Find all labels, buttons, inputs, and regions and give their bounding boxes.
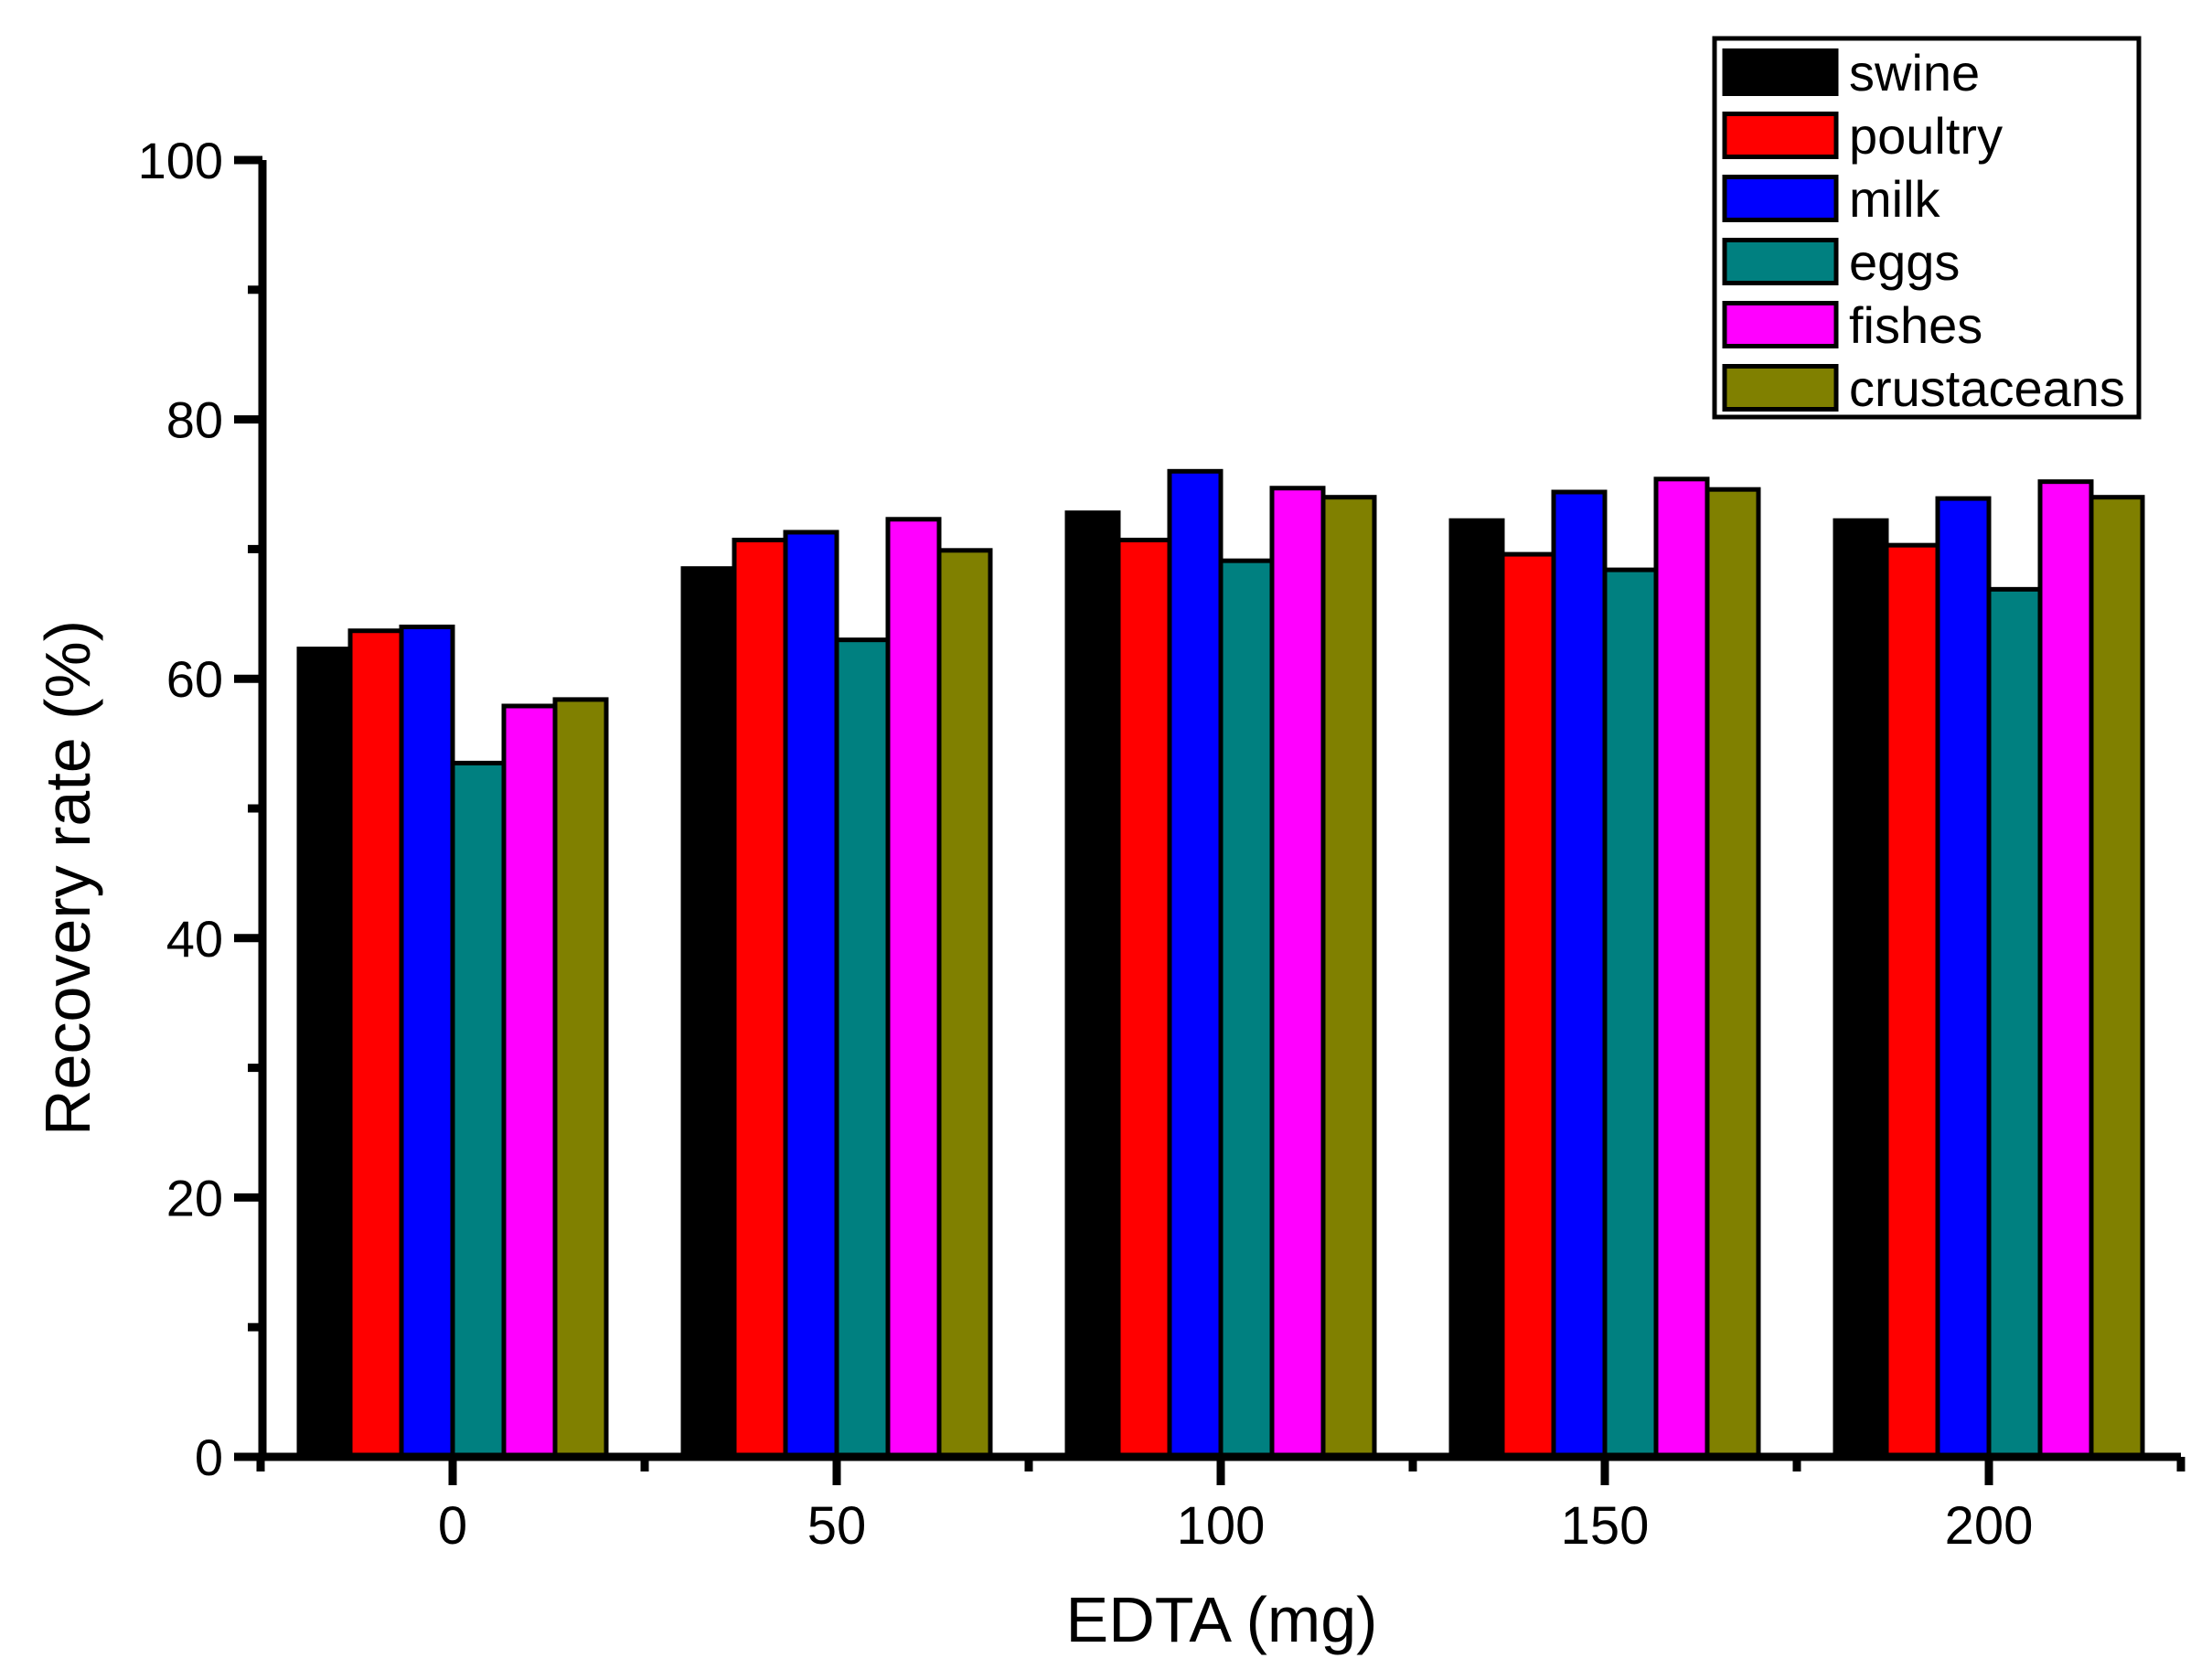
bar-crustaceans-100 [1320,495,1377,1460]
bar-poultry-150 [1500,551,1556,1460]
bar-fishes-0 [501,703,558,1460]
bar-eggs-0 [450,760,507,1460]
y-axis-title: Recovery rate (%) [32,620,103,1136]
bar-milk-0 [399,624,455,1460]
bar-fishes-200 [2037,479,2094,1460]
bar-fishes-150 [1653,476,1710,1460]
axes-layer [234,155,2185,1485]
legend-swatch-eggs [1722,238,1839,285]
bar-poultry-50 [732,537,788,1460]
tick-labels-layer: 0 20 40 60 80 100 0 50 100 150 200 [138,132,2034,1556]
y-tick-label-60: 60 [166,650,223,708]
bar-crustaceans-150 [1704,487,1761,1460]
bar-poultry-200 [1884,542,1940,1460]
bar-swine-200 [1833,518,1889,1460]
x-axis-title: EDTA (mg) [1066,1584,1378,1655]
x-tick-label-150: 150 [1561,1496,1650,1556]
bar-eggs-200 [1986,586,2043,1460]
bar-fishes-50 [885,517,942,1460]
y-tick-label-80: 80 [166,391,223,449]
y-tick-label-100: 100 [138,132,223,189]
bar-eggs-50 [834,637,891,1460]
legend-swatch-poultry [1722,112,1839,159]
bar-poultry-0 [347,628,404,1460]
bar-swine-150 [1448,518,1505,1460]
x-tick-label-200: 200 [1945,1496,2034,1556]
legend-swatch-fishes [1722,301,1839,348]
bar-milk-150 [1551,489,1608,1460]
x-tick-label-50: 50 [807,1496,867,1556]
legend-box [1712,36,2142,420]
bar-swine-100 [1064,510,1121,1460]
x-tick-label-0: 0 [438,1496,467,1556]
y-tick-label-0: 0 [195,1429,223,1486]
legend-label-eggs: eggs [1849,233,1960,291]
bar-crustaceans-200 [2089,495,2145,1460]
legend-label-crustaceans: crustaceans [1849,359,2125,417]
bar-fishes-100 [1269,486,1326,1460]
bar-poultry-100 [1116,537,1172,1460]
bars-layer [296,468,2145,1460]
legend-label-poultry: poultry [1849,107,2003,165]
y-tick-label-20: 20 [166,1169,223,1226]
bar-crustaceans-50 [936,548,993,1460]
bar-crustaceans-0 [552,697,609,1460]
x-tick-label-100: 100 [1177,1496,1266,1556]
legend-label-fishes: fishes [1849,296,1982,354]
bar-milk-200 [1935,496,1992,1460]
legend-swatch-milk [1722,175,1839,222]
legend-label-swine: swine [1849,44,1980,102]
legend-label-milk: milk [1849,170,1941,228]
bar-swine-0 [296,647,353,1460]
bar-eggs-100 [1218,558,1275,1460]
legend-swatch-swine [1722,48,1839,96]
y-tick-label-40: 40 [166,910,223,968]
legend-swatch-crustaceans [1722,364,1839,412]
bar-eggs-150 [1602,567,1659,1460]
bar-milk-50 [783,530,839,1460]
bar-swine-50 [680,566,737,1460]
bar-milk-100 [1167,468,1224,1460]
